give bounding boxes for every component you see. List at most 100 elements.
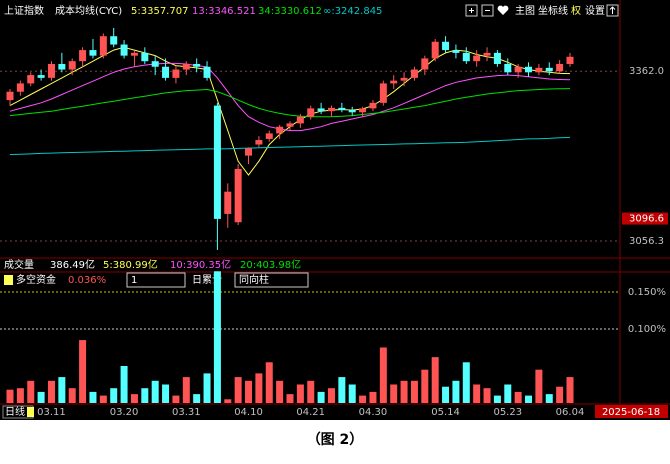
candle-body (172, 69, 180, 78)
bar (182, 377, 190, 403)
candle-body (68, 61, 76, 70)
candle-body (327, 107, 335, 112)
x-tick-label: 04.21 (296, 407, 325, 418)
bar (307, 380, 315, 403)
bar (79, 340, 87, 403)
candle-body (556, 63, 564, 72)
toolbar-item[interactable]: 权 (571, 4, 581, 17)
bar (327, 388, 335, 403)
zoom-in-button[interactable] (465, 4, 478, 17)
candle-body (296, 116, 304, 124)
candle-body (110, 36, 118, 45)
bar (431, 357, 439, 403)
legend-entry: 5:3357.707 (131, 6, 188, 17)
x-tick-label: 06.04 (556, 407, 585, 418)
date-box (595, 405, 668, 418)
candle-body (566, 56, 574, 64)
bar (390, 384, 398, 403)
candle-body (182, 63, 190, 70)
bar (535, 369, 543, 403)
candle-body (162, 66, 170, 78)
candle-body (265, 133, 273, 139)
dropdown[interactable] (234, 272, 309, 288)
price-marker-label: 3096.6 (629, 214, 664, 225)
candle-body (493, 52, 501, 64)
favorite-icon[interactable] (497, 5, 509, 15)
bar (296, 384, 304, 403)
chart-title: 上证指数 (4, 4, 44, 17)
indicator-value: 0.036% (68, 275, 106, 286)
bar (27, 380, 35, 403)
candle-body (379, 83, 387, 103)
bar (286, 394, 294, 403)
bar (556, 386, 564, 403)
candle-body (234, 168, 242, 223)
candle-body (431, 41, 439, 59)
current-date: 2025-06-18 (602, 407, 660, 418)
bar (462, 362, 470, 403)
candle-body (213, 105, 221, 219)
toolbar-item[interactable]: 主图 (515, 5, 535, 17)
candle-body (16, 83, 24, 92)
candle-body (452, 50, 460, 53)
candle-body (224, 191, 232, 214)
bar (203, 373, 211, 403)
bar (545, 394, 553, 403)
candle-body (47, 63, 55, 78)
bar (452, 380, 460, 403)
candle-body (89, 50, 97, 56)
bar (68, 388, 76, 403)
candle-body (193, 63, 201, 67)
bar (37, 391, 45, 403)
bar (359, 395, 367, 403)
candle-body (286, 123, 294, 127)
y-tick-label: 0.100% (628, 324, 666, 335)
dropdown[interactable] (126, 272, 186, 288)
bar (421, 369, 429, 403)
caption: （图 2） (307, 432, 364, 448)
expand-button[interactable] (606, 4, 619, 17)
ma-line (9, 88, 571, 118)
toolbar-item[interactable]: 设置 (585, 5, 605, 17)
candle-body (317, 108, 325, 112)
candle-body (99, 36, 107, 56)
bar (234, 377, 242, 403)
legend-entry: 34:3330.612 (258, 6, 322, 17)
bar (493, 395, 501, 403)
candle-body (421, 58, 429, 70)
volume-ma: 10:390.35亿 (170, 258, 231, 271)
bar (193, 394, 201, 403)
candle-body (6, 91, 14, 101)
bar (317, 391, 325, 403)
bar (255, 373, 263, 403)
help-icon[interactable] (4, 275, 13, 285)
x-tick-label: 04.30 (359, 407, 388, 418)
toolbar-item[interactable]: 坐标线 (538, 4, 568, 17)
candle-body (27, 75, 35, 84)
x-tick-label: 04.10 (234, 407, 263, 418)
indicator-title: 多空资金 (16, 273, 56, 286)
bar (276, 380, 284, 403)
candle-body (307, 108, 315, 117)
candle-body (483, 52, 491, 56)
bar (224, 399, 232, 403)
y-tick-label: 0.150% (628, 287, 666, 298)
zoom-out-button[interactable] (481, 4, 494, 17)
candle-body (79, 50, 87, 62)
bar (99, 395, 107, 403)
bar (514, 391, 522, 403)
bar (338, 377, 346, 403)
volume-ma: 5:380.99亿 (103, 258, 158, 271)
legend-entry: ∞:3242.845 (323, 6, 382, 17)
candle-body (545, 67, 553, 72)
bar (141, 388, 149, 403)
bar (6, 389, 14, 403)
volume-ma: 20:403.98亿 (240, 258, 301, 271)
bar (473, 384, 481, 403)
bar (410, 380, 418, 403)
y-tick-label: 3056.3 (629, 236, 664, 247)
bar (566, 377, 574, 403)
candle-body (400, 77, 408, 81)
candle-body (338, 107, 346, 111)
